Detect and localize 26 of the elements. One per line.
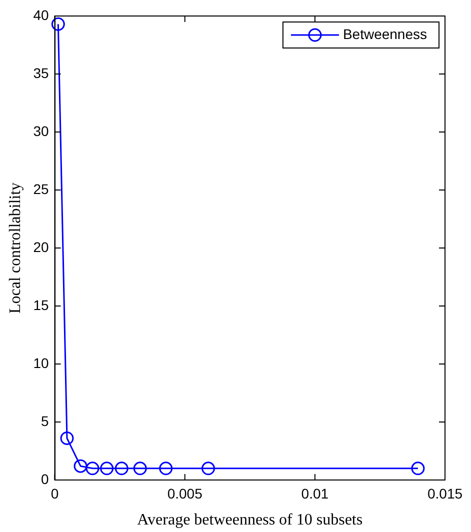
y-tick-label: 40 [33,6,49,23]
x-tick-label: 0.015 [427,485,463,502]
point [60,431,74,445]
y-tick-label: 0 [40,470,49,487]
y-tick-label: 30 [33,122,49,139]
y-tick-label: 5 [40,412,49,429]
point [100,462,114,476]
y-tick-label: 25 [33,180,49,197]
legend-label: Betweenness [342,26,428,42]
point [51,17,65,31]
point [74,459,88,473]
point [133,462,147,476]
x-axis-title: Average betweenness of 10 subsets [137,512,363,529]
x-tick-label: 0.01 [301,485,329,502]
point [159,462,173,476]
point [114,462,128,476]
x-tick-label: 0 [50,485,59,502]
y-tick-label: 10 [33,354,49,371]
x-tick-label: 0.005 [167,485,203,502]
y-tick-label: 35 [33,64,49,81]
y-tick-label: 20 [33,238,49,255]
point [411,462,425,476]
y-tick-label: 15 [33,296,49,313]
point [86,462,100,476]
point [202,462,216,476]
y-axis-title: Local controllability [6,182,24,314]
